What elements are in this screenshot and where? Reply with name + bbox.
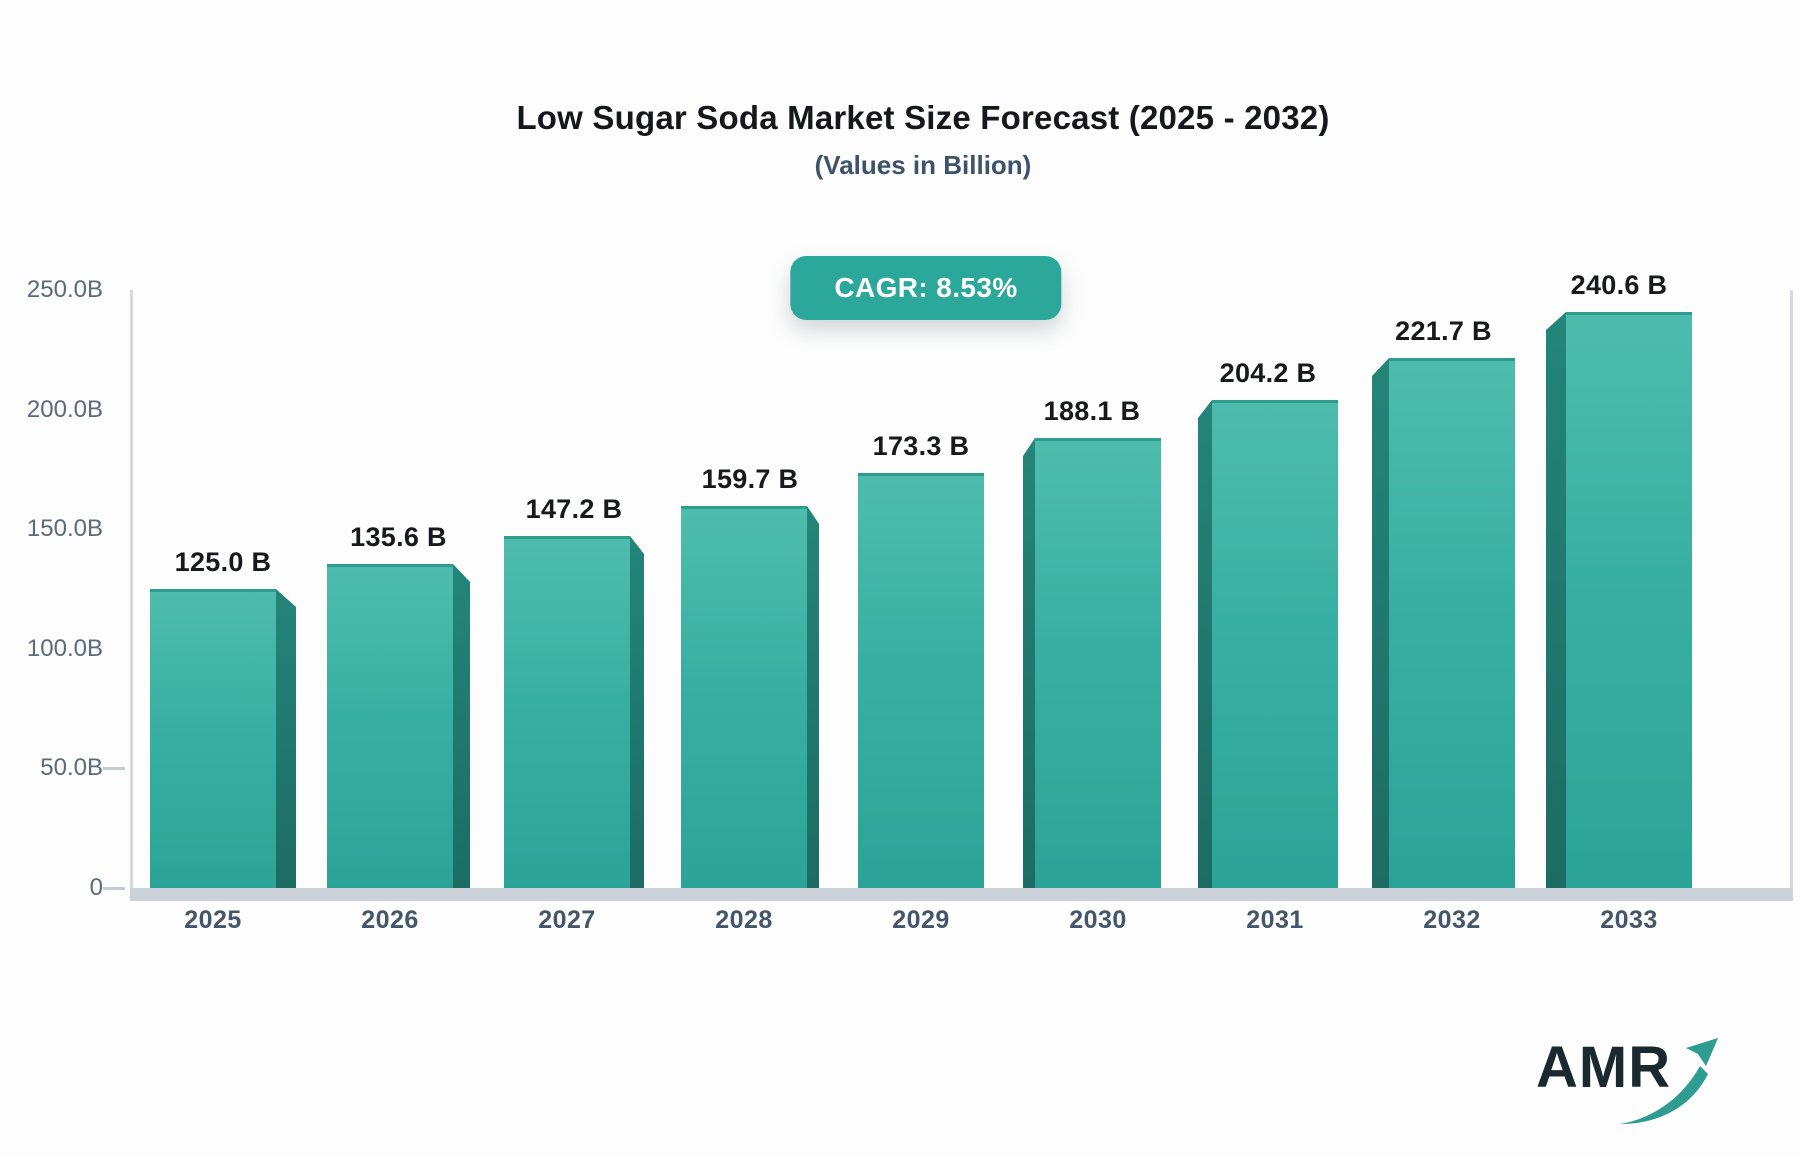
x-axis-label-2025: 2025 xyxy=(184,906,242,934)
bar-3d-side xyxy=(807,506,819,888)
y-axis-tick-label: 150.0B xyxy=(26,515,103,543)
x-axis-baseline xyxy=(130,888,1793,901)
y-axis-tick-label: 50.0B xyxy=(40,754,103,782)
bar-value-label: 221.7 B xyxy=(1395,316,1492,346)
bar-value-label: 135.6 B xyxy=(350,522,447,552)
x-axis-label-2029: 2029 xyxy=(892,906,950,934)
bar-2027 xyxy=(504,536,630,888)
bar-3d-side xyxy=(630,536,644,888)
x-axis-label-2033: 2033 xyxy=(1600,906,1658,934)
y-axis-tick-mark xyxy=(103,887,125,890)
bar-2033 xyxy=(1566,312,1692,888)
bar-2026 xyxy=(327,564,453,888)
bar-3d-side xyxy=(1372,358,1389,888)
bar-3d-side xyxy=(276,589,296,888)
x-axis-label-2028: 2028 xyxy=(715,906,773,934)
bar-3d-side xyxy=(453,564,470,888)
bar-3d-side xyxy=(1023,438,1035,888)
y-axis-tick-label: 100.0B xyxy=(26,634,103,662)
bar-3d-side xyxy=(1546,312,1566,888)
bar-value-label: 240.6 B xyxy=(1570,270,1668,300)
x-axis-label-2031: 2031 xyxy=(1246,906,1304,934)
amr-logo-text: AMR xyxy=(1536,1035,1672,1100)
bar-value-label: 204.2 B xyxy=(1219,358,1317,388)
y-axis-tick-label: 200.0B xyxy=(26,395,103,423)
bar-2032 xyxy=(1389,358,1515,888)
bar-3d-side xyxy=(1198,400,1212,888)
y-axis-tick-mark xyxy=(103,767,125,771)
bar-2030 xyxy=(1035,438,1161,888)
chart-title: Low Sugar Soda Market Size Forecast (202… xyxy=(516,99,1330,136)
bar-2025 xyxy=(150,589,276,888)
bar-value-label: 159.7 B xyxy=(701,464,799,494)
bar-value-label: 147.2 B xyxy=(525,494,623,524)
bar-value-label: 173.3 B xyxy=(872,431,970,461)
y-axis-tick-label: 0 xyxy=(89,874,103,901)
bar-2029 xyxy=(858,473,984,888)
bar-2028 xyxy=(681,506,807,888)
chart-subtitle: (Values in Billion) xyxy=(814,150,1032,180)
bar-2031 xyxy=(1212,400,1338,888)
amr-logo: AMR xyxy=(1536,1034,1736,1134)
bar-value-label: 125.0 B xyxy=(174,547,272,577)
y-axis-line xyxy=(130,290,133,888)
y-axis-tick-label: 250.0B xyxy=(26,276,103,303)
x-axis-label-2030: 2030 xyxy=(1069,906,1127,934)
x-axis-label-2026: 2026 xyxy=(361,906,419,934)
x-axis-label-2027: 2027 xyxy=(538,906,596,934)
growth-arrow-icon xyxy=(1620,1038,1718,1124)
cagr-badge: CAGR: 8.53% xyxy=(790,256,1062,320)
plot-right-border xyxy=(1790,290,1793,888)
x-axis-label-2032: 2032 xyxy=(1423,906,1481,934)
bar-value-label: 188.1 B xyxy=(1043,396,1141,426)
